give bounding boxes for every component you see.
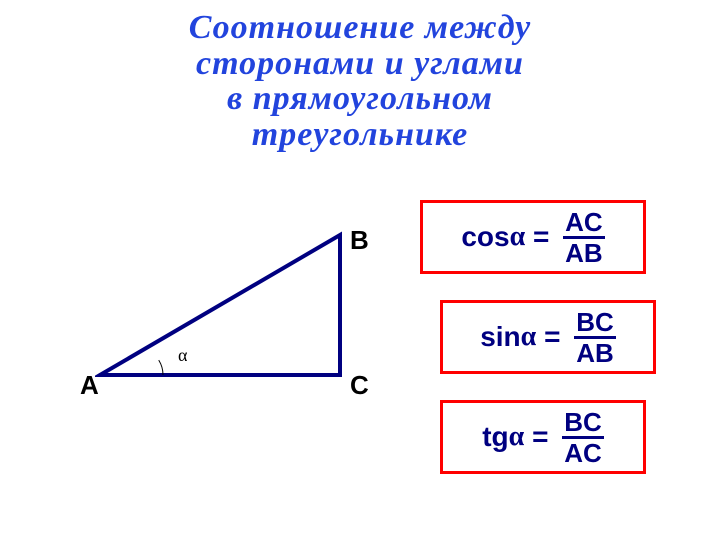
title-line-2: сторонами и углами [196,45,524,82]
formula-inner-2: tgα = BCAC [482,409,604,466]
formula-denominator-0: AB [563,236,605,266]
formula-eq-1: = [536,321,568,353]
formula-numerator-0: AC [563,209,605,236]
formula-box-2: tgα = BCAC [440,400,646,474]
formula-numerator-1: BC [574,309,616,336]
title-line-1: Соотношение между [189,9,531,46]
formula-eq-2: = [524,421,556,453]
triangle-figure [95,225,355,380]
page-title: Соотношение между сторонами и углами в п… [0,10,720,153]
vertex-label-a: A [80,370,99,401]
formula-box-1: sinα = BCAB [440,300,656,374]
angle-arc [159,360,163,375]
formula-alpha-2: α [509,421,525,453]
formula-inner-0: cosα = ACAB [461,209,604,266]
formula-func-1: sin [480,321,520,353]
formula-alpha-1: α [521,321,537,353]
vertex-label-b: B [350,225,369,256]
formula-fraction-2: BCAC [562,409,604,466]
vertex-label-c: C [350,370,369,401]
angle-alpha-label: α [178,345,187,366]
triangle-shape [100,235,340,375]
title-line-4: треугольнике [252,116,468,153]
formula-func-2: tg [482,421,508,453]
title-line-3: в прямоугольном [227,80,493,117]
triangle-svg [95,225,355,380]
formula-fraction-0: ACAB [563,209,605,266]
formula-denominator-2: AC [562,436,604,466]
formula-func-0: cos [461,221,509,253]
formula-numerator-2: BC [562,409,604,436]
formula-eq-0: = [525,221,557,253]
formula-inner-1: sinα = BCAB [480,309,616,366]
formula-fraction-1: BCAB [574,309,616,366]
formula-denominator-1: AB [574,336,616,366]
formula-box-0: cosα = ACAB [420,200,646,274]
formula-alpha-0: α [510,221,526,253]
